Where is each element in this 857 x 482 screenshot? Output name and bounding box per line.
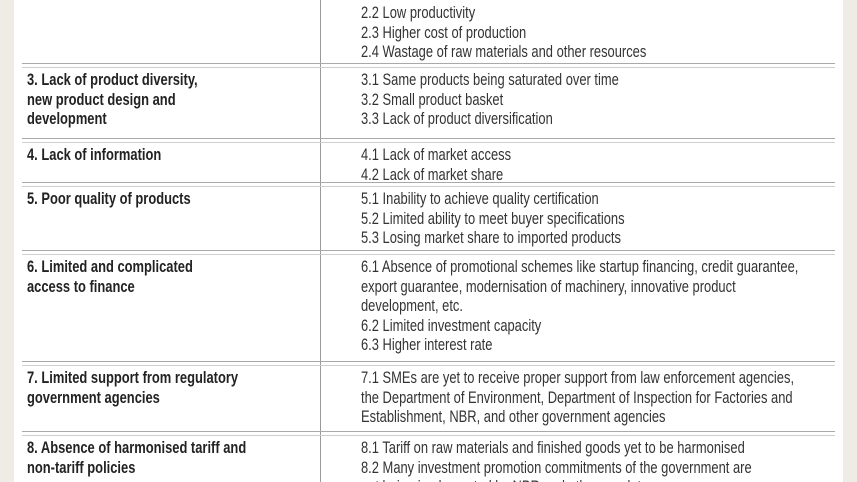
- problem-cell: 5. Poor quality of products: [27, 189, 191, 209]
- causes-cell: 6.1 Absence of promotional schemes like …: [361, 257, 798, 355]
- causes-cell: 5.1 Inability to achieve quality certifi…: [361, 189, 625, 248]
- cause-text: 8.1 Tariff on raw materials and finished…: [361, 438, 745, 457]
- causes-cell: 8.1 Tariff on raw materials and finished…: [361, 438, 752, 482]
- causes-cell: 4.1 Lack of market access 4.2 Lack of mar…: [361, 145, 511, 184]
- cause-text: 3.2 Small product basket: [361, 89, 504, 109]
- cause-text: 4.1 Lack of market access: [361, 145, 512, 164]
- problem-text: 3. Lack of product diversity,: [27, 70, 198, 89]
- cause-text: 3.3 Lack of product diversification: [361, 109, 553, 129]
- problem-text: 7. Limited support from regulatory: [27, 368, 239, 387]
- table-row: 2.2 Low productivity 2.3 Higher cost of p…: [14, 0, 843, 63]
- cause-text: 2.3 Higher cost of production: [361, 22, 527, 42]
- cause-text: 5.1 Inability to achieve quality certifi…: [361, 189, 599, 208]
- problem-text: 6. Limited and complicated: [27, 257, 193, 276]
- cause-text: 5.2 Limited ability to meet buyer specif…: [361, 208, 625, 228]
- causes-cell: 7.1 SMEs are yet to receive proper suppo…: [361, 368, 794, 427]
- cause-text: 4.2 Lack of market share: [361, 164, 504, 184]
- table-row: 3. Lack of product diversity, new product…: [14, 63, 843, 138]
- row-divider: [22, 182, 835, 187]
- problem-cell: 6. Limited and complicated access to fina…: [27, 257, 193, 296]
- row-divider: [22, 250, 835, 255]
- row-divider: [22, 63, 835, 68]
- cause-text: 6.3 Higher interest rate: [361, 335, 493, 355]
- cause-text: the Department of Environment, Departmen…: [361, 387, 793, 407]
- problem-text: 4. Lack of information: [27, 145, 162, 164]
- cause-text: 3.1 Same products being saturated over t…: [361, 70, 619, 89]
- problem-text: new product design and: [27, 89, 176, 109]
- cause-text: Establishment, NBR, and other government…: [361, 407, 666, 427]
- problem-cell: 7. Limited support from regulatory govern…: [27, 368, 238, 407]
- row-divider: [22, 361, 835, 366]
- problem-text: 8. Absence of harmonised tariff and: [27, 438, 247, 457]
- cause-text: development, etc.: [361, 296, 463, 316]
- sme-challenges-table: 2.2 Low productivity 2.3 Higher cost of p…: [14, 0, 843, 482]
- problem-text: access to finance: [27, 276, 135, 296]
- cause-text: 8.2 Many investment promotion commitment…: [361, 457, 752, 477]
- causes-cell: 2.2 Low productivity 2.3 Higher cost of p…: [361, 3, 646, 62]
- cause-text: not being implemented by NBR and other r…: [361, 477, 752, 482]
- cause-text: 6.1 Absence of promotional schemes like …: [361, 257, 799, 276]
- column-divider: [320, 0, 321, 482]
- table-row: 6. Limited and complicated access to fina…: [14, 250, 843, 361]
- problem-cell: 3. Lack of product diversity, new product…: [27, 70, 198, 129]
- problem-text: development: [27, 109, 107, 129]
- problem-cell: 4. Lack of information: [27, 145, 161, 165]
- problem-text: government agencies: [27, 387, 160, 407]
- table-row: 5. Poor quality of products 5.1 Inability…: [14, 182, 843, 250]
- row-divider: [22, 431, 835, 436]
- cause-text: 5.3 Losing market share to imported prod…: [361, 228, 621, 248]
- problem-text: non-tariff policies: [27, 457, 136, 477]
- problem-cell: 8. Absence of harmonised tariff and non-t…: [27, 438, 246, 477]
- cause-text: 7.1 SMEs are yet to receive proper suppo…: [361, 368, 795, 387]
- cause-text: 6.2 Limited investment capacity: [361, 315, 542, 335]
- causes-cell: 3.1 Same products being saturated over t…: [361, 70, 619, 129]
- cause-text: 2.2 Low productivity: [361, 3, 476, 22]
- table-row: 7. Limited support from regulatory govern…: [14, 361, 843, 431]
- table-row: 8. Absence of harmonised tariff and non-t…: [14, 431, 843, 482]
- table-row: 4. Lack of information 4.1 Lack of market…: [14, 138, 843, 184]
- row-divider: [22, 138, 835, 143]
- cause-text: 2.4 Wastage of raw materials and other r…: [361, 42, 647, 62]
- cause-text: export guarantee, modernisation of machi…: [361, 276, 736, 296]
- problem-text: 5. Poor quality of products: [27, 189, 191, 208]
